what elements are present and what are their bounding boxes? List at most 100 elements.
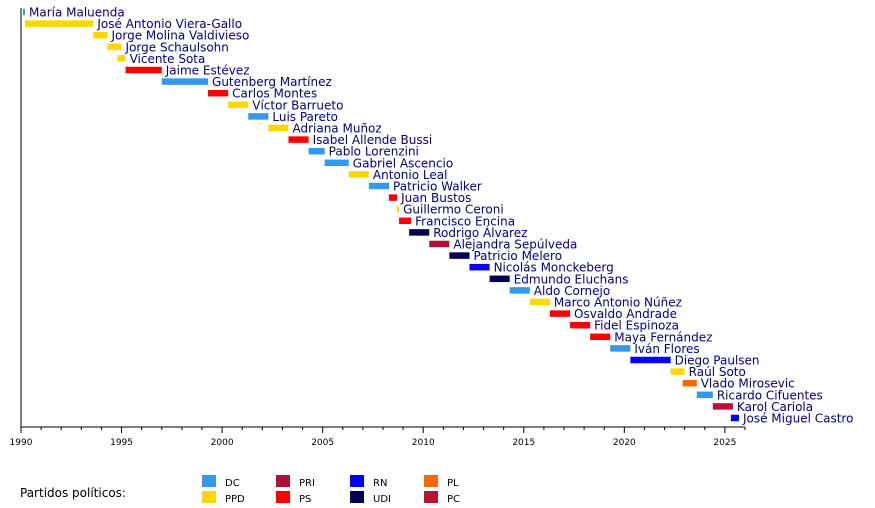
legend-swatch <box>424 491 438 503</box>
term-label: Guillermo Ceroni <box>403 203 504 217</box>
x-tick-label: 1990 <box>10 438 33 448</box>
term-label: Víctor Barrueto <box>252 98 343 112</box>
term-label: Marco Antonio Núñez <box>554 296 682 310</box>
term-label: Nicolás Monckeberg <box>494 261 614 275</box>
legend-swatch <box>276 475 290 487</box>
term-label: Edmundo Eluchans <box>514 272 629 286</box>
term-bar <box>348 171 369 178</box>
term-bar <box>93 31 108 39</box>
term-bar <box>125 66 162 74</box>
term-label: Fidel Espinoza <box>594 319 679 333</box>
term-bar <box>389 194 398 201</box>
legend-swatch <box>424 475 438 487</box>
legend-swatch <box>202 491 216 503</box>
legend-label: DC <box>225 478 240 489</box>
term-bar <box>107 43 122 51</box>
legend-swatch <box>276 491 290 503</box>
term-label: Alejandra Sepúlveda <box>453 238 577 252</box>
term-bar <box>117 55 126 62</box>
term-bar <box>288 136 309 143</box>
legend-label: UDI <box>373 494 391 505</box>
term-label: Jaime Estévez <box>165 64 250 78</box>
x-tick-label: 2020 <box>613 438 636 448</box>
term-bar <box>590 333 611 341</box>
x-tick-label: 1995 <box>110 438 133 448</box>
legend-swatch <box>350 475 364 487</box>
term-bar <box>509 287 530 294</box>
term-label: Patricio Walker <box>393 180 482 194</box>
term-bar <box>712 403 733 410</box>
term-bar <box>696 391 713 399</box>
term-label: Luis Pareto <box>272 110 338 124</box>
term-label: Jorge Schaulsohn <box>125 40 229 54</box>
term-label: Rodrigo Álvarez <box>433 225 527 240</box>
term-label: Carlos Montes <box>232 87 317 101</box>
legend-swatch <box>202 475 216 487</box>
x-tick-label: 2015 <box>512 438 535 448</box>
term-label: Jorge Molina Valdivieso <box>110 29 249 43</box>
term-bar <box>529 298 550 306</box>
x-tick-label: 2025 <box>713 438 736 448</box>
term-bar <box>429 240 450 248</box>
term-label: Pablo Lorenzini <box>329 145 419 159</box>
term-bar <box>308 147 325 155</box>
term-bar <box>610 345 631 352</box>
term-bar <box>682 379 697 387</box>
x-axis-ticks: 1990 1995 2000 2005 2010 2015 2020 2025 <box>10 427 746 448</box>
term-bar <box>670 368 685 375</box>
legend-label: RN <box>373 478 387 489</box>
term-label: Vlado Mirosevic <box>701 377 795 391</box>
term-label: Maya Fernández <box>614 330 712 344</box>
legend-title: Partidos políticos: <box>20 486 126 500</box>
legend-label: PS <box>299 494 311 505</box>
term-bar <box>630 356 671 364</box>
term-label: Vicente Sota <box>130 52 206 66</box>
x-tick-label: 2010 <box>412 438 435 448</box>
term-label: Juan Bustos <box>400 191 471 205</box>
term-bar <box>208 89 229 97</box>
legend-label: PPD <box>225 494 245 505</box>
term-bar <box>368 182 390 190</box>
term-bar <box>399 217 412 225</box>
legend-label: PC <box>447 494 460 505</box>
term-label: José Antonio Viera-Gallo <box>96 17 242 31</box>
legend: Partidos políticos: DC PPD PRI PS RN UDI PL PC <box>20 475 460 505</box>
term-bar <box>161 78 209 85</box>
term-bar <box>248 113 269 120</box>
term-label: Ricardo Cifuentes <box>717 388 823 402</box>
term-bar <box>268 124 289 132</box>
legend-label: PL <box>447 478 459 489</box>
term-bar <box>469 263 490 271</box>
x-tick-label: 2005 <box>311 438 334 448</box>
term-bars <box>23 8 739 422</box>
term-bar <box>570 321 591 329</box>
term-bar <box>449 252 470 259</box>
term-bar <box>324 159 349 167</box>
term-label: Gabriel Ascencio <box>353 156 453 170</box>
legend-swatch <box>350 491 364 503</box>
term-bar <box>25 20 94 27</box>
term-label: Francisco Encina <box>415 214 515 228</box>
term-label: Aldo Cornejo <box>534 284 610 298</box>
term-label: Raúl Soto <box>689 365 746 379</box>
term-bar <box>409 229 430 236</box>
term-bar <box>397 205 400 213</box>
term-bar <box>489 275 510 283</box>
term-label: Iván Flores <box>634 342 699 356</box>
legend-label: PRI <box>299 478 315 489</box>
term-bar <box>228 101 249 109</box>
x-tick-label: 2000 <box>211 438 234 448</box>
term-label: Antonio Leal <box>373 168 448 182</box>
term-label: María Maluenda <box>29 6 125 20</box>
term-bar <box>730 414 739 422</box>
term-label: Diego Paulsen <box>675 354 760 368</box>
term-label: Osvaldo Andrade <box>574 307 677 321</box>
term-bar <box>23 8 26 16</box>
term-label: Gutenberg Martínez <box>212 75 332 89</box>
term-bar <box>549 310 571 317</box>
term-label: Isabel Allende Bussi <box>313 133 433 147</box>
term-label: José Miguel Castro <box>742 412 853 426</box>
term-label: Patricio Melero <box>473 249 562 263</box>
